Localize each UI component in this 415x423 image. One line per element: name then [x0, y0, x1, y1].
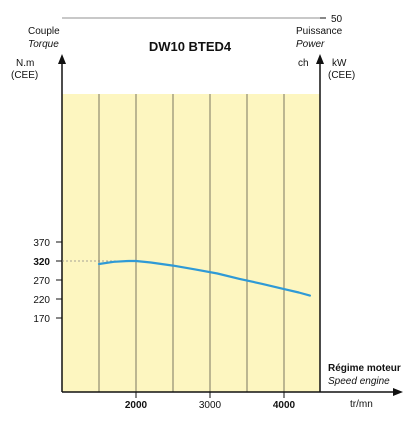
- x-axis-label-en: Speed engine: [328, 376, 390, 387]
- chart-title: DW10 BTED4: [149, 39, 232, 54]
- left-tick-label: 220: [33, 295, 50, 306]
- right-axis-arrow: [316, 54, 324, 64]
- left-axis-unit-std: (CEE): [11, 70, 38, 81]
- left-axis-arrow: [58, 54, 66, 64]
- right-axis-label: Puissance: [296, 26, 343, 37]
- right-tick-label: 50: [331, 14, 343, 25]
- right-axis-unit-kw: kW: [332, 58, 347, 69]
- left-tick-label: 170: [33, 314, 50, 325]
- grid-lines: [62, 17, 320, 392]
- left-axis-label-en: Torque: [28, 39, 59, 50]
- left-tick-label: 270: [33, 276, 50, 287]
- series-group: [97, 259, 311, 297]
- plot-area: [62, 94, 320, 392]
- x-tick-label: 4000: [273, 400, 296, 411]
- left-tick-label: 370: [33, 238, 50, 249]
- x-axis-ticks: 2000 3000 4000: [125, 392, 296, 411]
- left-axis-unit: N.m: [16, 58, 34, 69]
- x-axis-label: Régime moteur: [328, 363, 401, 374]
- left-axis-label: Couple: [28, 26, 60, 37]
- right-axis-unit-std: (CEE): [328, 70, 355, 81]
- right-axis-ticks: 1201101009080706050: [320, 14, 343, 25]
- x-tick-label: 3000: [199, 400, 222, 411]
- x-axis-unit: tr/mn: [350, 399, 373, 410]
- right-axis-unit-ch: ch: [298, 58, 309, 69]
- torque-curve: [97, 259, 311, 297]
- x-tick-label: 2000: [125, 400, 148, 411]
- left-axis-ticks: 370 320 270 220 170: [33, 238, 62, 325]
- x-axis-arrow: [393, 388, 403, 396]
- right-axis-label-en: Power: [296, 39, 325, 50]
- left-tick-label: 320: [33, 257, 50, 268]
